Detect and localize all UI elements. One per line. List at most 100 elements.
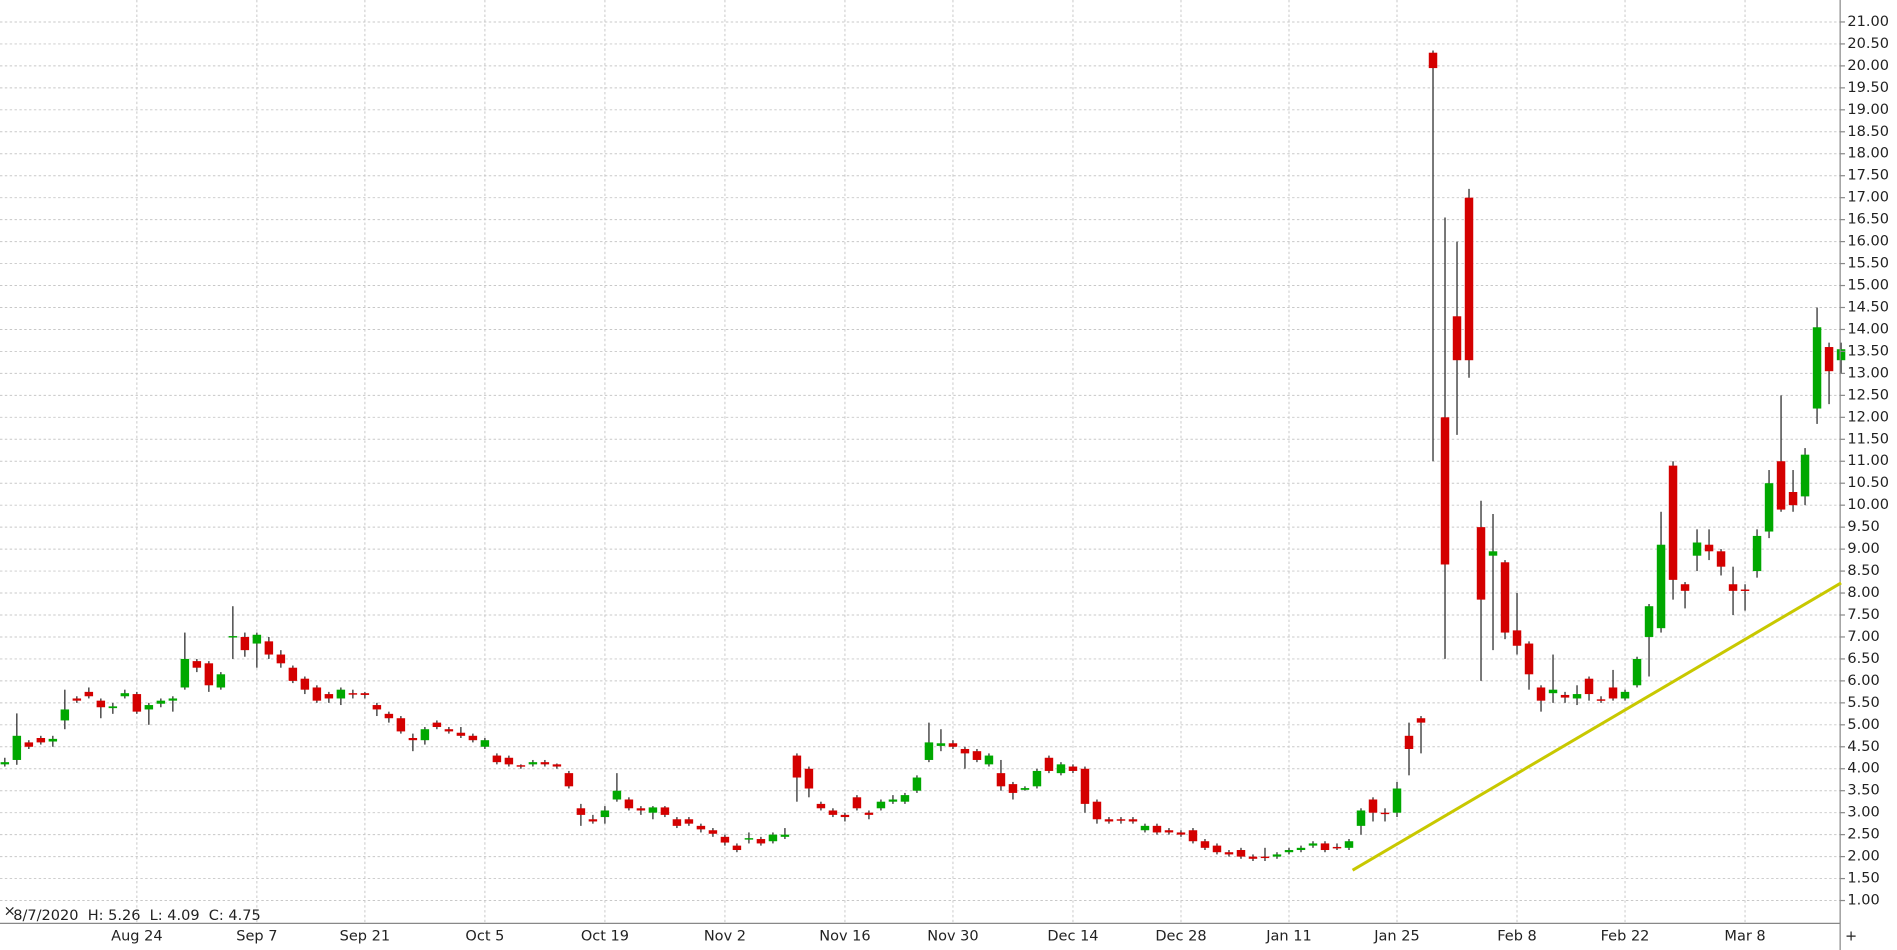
candle-body xyxy=(456,732,466,736)
candle-body xyxy=(0,762,10,765)
y-tick-label: 16.50 xyxy=(1847,212,1889,228)
candle-body xyxy=(1776,461,1786,510)
candle-body xyxy=(1008,784,1018,793)
y-tick-label: 10.00 xyxy=(1847,497,1889,513)
y-tick-label: 3.00 xyxy=(1847,805,1879,821)
y-tick-label: 20.50 xyxy=(1847,36,1889,52)
candle-body xyxy=(828,810,838,815)
candle-body xyxy=(1188,830,1198,842)
corner-cross: + xyxy=(1845,929,1857,945)
candle-body xyxy=(744,838,754,840)
candle-body xyxy=(576,808,586,815)
candle-body xyxy=(48,738,58,742)
candle-body xyxy=(1236,850,1246,857)
x-tick-label: Aug 24 xyxy=(111,929,162,945)
x-tick-label: Nov 16 xyxy=(819,929,870,945)
candle-body xyxy=(144,705,154,710)
candle-body xyxy=(552,764,562,767)
candle-body xyxy=(1716,551,1726,567)
y-tick-label: 6.50 xyxy=(1847,651,1879,667)
candle-body xyxy=(1416,718,1426,723)
candle-body xyxy=(756,839,766,844)
candle-body xyxy=(504,757,514,765)
candle-body xyxy=(1176,832,1186,835)
candle-body xyxy=(1080,768,1090,804)
candle-body xyxy=(1524,643,1534,675)
x-tick-label: Nov 2 xyxy=(704,929,746,945)
candle-body xyxy=(924,742,934,760)
candle-body xyxy=(1200,841,1210,848)
candle-body xyxy=(1140,825,1150,831)
candle-body xyxy=(1656,544,1666,629)
candle-body xyxy=(1548,689,1558,694)
candle-body xyxy=(1692,542,1702,556)
y-tick-label: 21.00 xyxy=(1847,14,1889,30)
candle-body xyxy=(1320,843,1330,851)
candle-body xyxy=(636,808,646,811)
candle-body xyxy=(432,722,442,728)
x-tick-label: Dec 14 xyxy=(1047,929,1098,945)
x-tick-label: Jan 25 xyxy=(1373,929,1419,945)
candle-body xyxy=(1800,454,1810,497)
candle-body xyxy=(1620,691,1630,699)
close-icon[interactable]: × xyxy=(4,903,16,919)
trendline xyxy=(1351,581,1842,872)
y-tick-label: 9.00 xyxy=(1847,541,1879,557)
candle-body xyxy=(240,636,250,651)
y-tick-label: 6.00 xyxy=(1847,673,1879,689)
candle-body xyxy=(888,799,898,802)
candle-body xyxy=(36,737,46,743)
candle-body xyxy=(288,667,298,681)
y-tick-label: 19.00 xyxy=(1847,102,1889,118)
candle-body xyxy=(1440,417,1450,565)
x-tick-label: Oct 19 xyxy=(581,929,629,945)
candle-body xyxy=(1452,316,1462,361)
candle-body xyxy=(1536,687,1546,701)
candle-body xyxy=(1500,562,1510,633)
candle-body xyxy=(324,694,334,699)
candle-body xyxy=(840,814,850,818)
candle-body xyxy=(1104,819,1114,822)
candle-body xyxy=(1632,658,1642,686)
candle-body xyxy=(624,799,634,809)
candle-body xyxy=(1092,801,1102,820)
candle-body xyxy=(300,678,310,690)
candle-body xyxy=(1152,825,1162,833)
candle-body xyxy=(420,729,430,741)
candle-body xyxy=(852,797,862,809)
y-tick-label: 7.50 xyxy=(1847,607,1879,623)
y-tick-label: 14.50 xyxy=(1847,299,1889,315)
candle-body xyxy=(336,689,346,699)
candle-body xyxy=(1836,349,1846,361)
x-tick-label: Sep 21 xyxy=(340,929,390,945)
candle-body xyxy=(156,700,166,704)
candle-body xyxy=(792,755,802,778)
y-tick-label: 7.00 xyxy=(1847,629,1879,645)
candle-body xyxy=(708,830,718,834)
candle-body xyxy=(1668,465,1678,580)
x-tick-label: Mar 8 xyxy=(1724,929,1765,945)
candle-body xyxy=(96,700,106,708)
candle-body xyxy=(1596,699,1606,701)
y-tick-label: 15.50 xyxy=(1847,256,1889,272)
candle-body xyxy=(1788,491,1798,506)
y-tick-label: 4.00 xyxy=(1847,761,1879,777)
candle-body xyxy=(1332,846,1342,849)
candle-body xyxy=(1284,850,1294,853)
candle-body xyxy=(1428,52,1438,69)
y-tick-label: 12.00 xyxy=(1847,409,1889,425)
candle-body xyxy=(720,836,730,843)
candle-body xyxy=(1380,812,1390,815)
y-tick-label: 13.50 xyxy=(1847,343,1889,359)
candle-body xyxy=(444,729,454,732)
candle-body xyxy=(72,698,82,701)
y-tick-label: 13.00 xyxy=(1847,365,1889,381)
candle-body xyxy=(276,654,286,664)
candle-body xyxy=(660,807,670,815)
candle-body xyxy=(540,762,550,765)
y-tick-label: 12.50 xyxy=(1847,387,1889,403)
y-tick-label: 1.00 xyxy=(1847,893,1879,909)
